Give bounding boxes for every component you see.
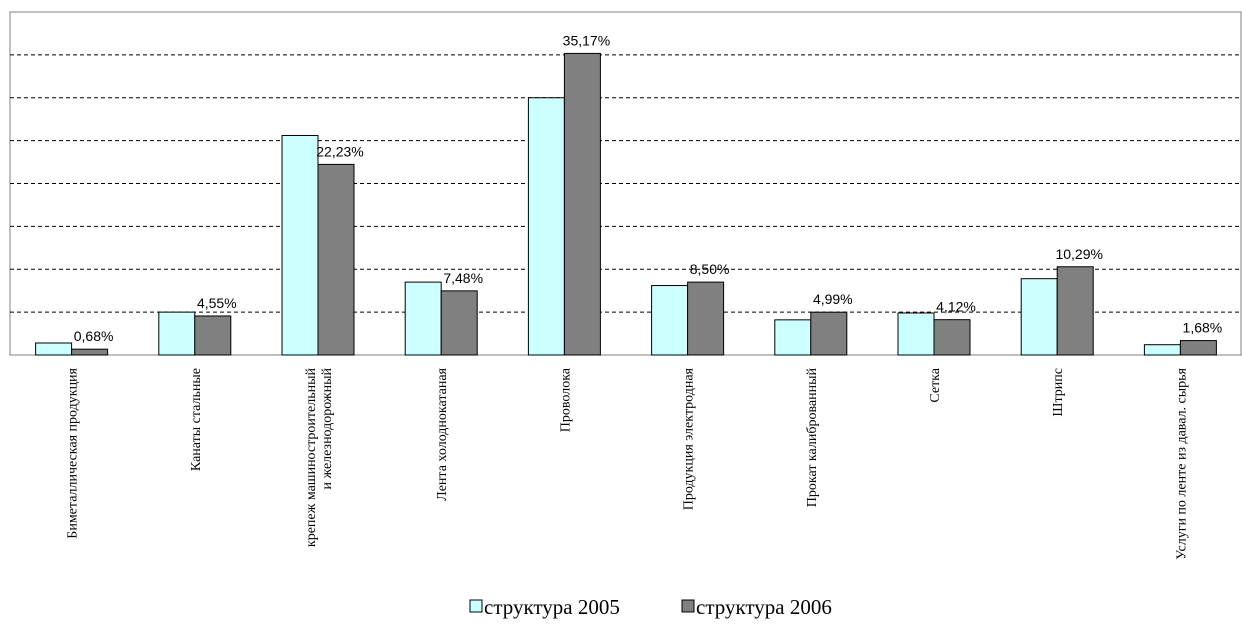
bar <box>440 290 478 356</box>
bar <box>774 319 812 356</box>
value-label: 4,99% <box>813 291 853 307</box>
bar <box>1179 340 1217 356</box>
bar <box>281 134 319 356</box>
value-label: 22,23% <box>316 143 363 159</box>
bar <box>1143 344 1181 356</box>
bar <box>35 342 73 356</box>
x-tick-label: Прокат калиброванный <box>805 368 820 508</box>
x-tick-label: Сетка <box>928 367 943 402</box>
legend-swatch <box>469 599 483 613</box>
legend-label: структура 2005 <box>484 595 620 619</box>
bar <box>687 281 725 356</box>
legend-label: структура 2006 <box>696 595 832 619</box>
value-label: 7,48% <box>443 270 483 286</box>
x-tick-label: крепеж машиностроительныйи железнодорожн… <box>304 367 335 547</box>
x-tick-label: Лента холоднокатаная <box>435 367 450 500</box>
x-tick-label: Проволока <box>558 367 573 432</box>
x-tick-label: Продукция электродная <box>682 367 697 510</box>
bar <box>897 312 935 356</box>
x-tick-label: Штрипс <box>1051 368 1066 417</box>
bar <box>810 311 848 356</box>
bar <box>194 315 232 356</box>
bar <box>527 97 565 356</box>
bar <box>158 311 196 356</box>
bar <box>1056 266 1094 356</box>
bar <box>71 348 109 356</box>
bar <box>1020 278 1058 356</box>
x-tick-label: Биметаллическая продукция <box>66 367 81 538</box>
value-label: 35,17% <box>563 32 610 48</box>
legend-swatch <box>681 599 695 613</box>
bar <box>317 163 355 356</box>
value-label: 1,68% <box>1183 320 1223 336</box>
bar <box>563 52 601 356</box>
bar <box>933 319 971 356</box>
value-label: 0,68% <box>74 328 114 344</box>
x-tick-label: Канаты стальные <box>189 368 204 471</box>
value-label: 4,55% <box>197 295 237 311</box>
bar <box>404 281 442 356</box>
value-label: 10,29% <box>1055 246 1102 262</box>
x-tick-label: Услуги по ленте из давал. сырья <box>1174 367 1189 559</box>
value-label: 8,50% <box>690 261 730 277</box>
value-label: 4,12% <box>936 299 976 315</box>
bar <box>651 285 689 356</box>
